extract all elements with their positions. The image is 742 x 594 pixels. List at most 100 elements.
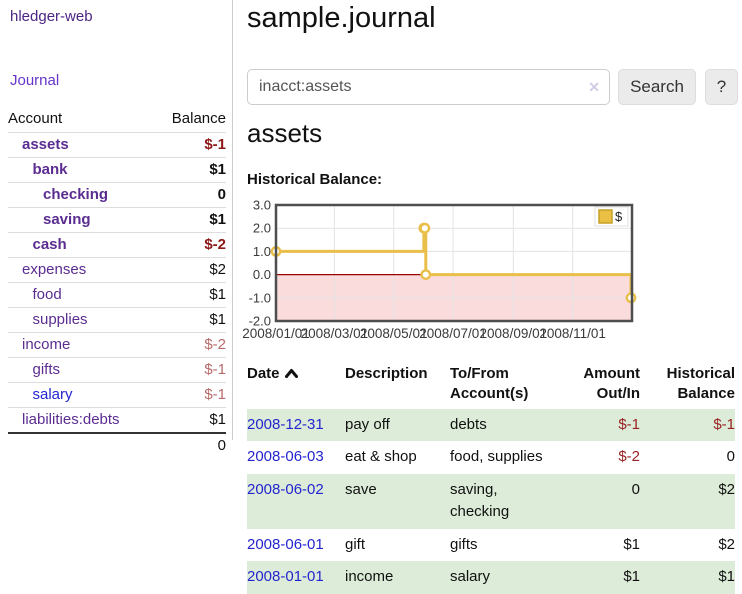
search-button[interactable]: Search: [618, 69, 696, 105]
account-link-bank[interactable]: bank: [32, 161, 68, 178]
account-link-food[interactable]: food: [32, 286, 62, 303]
register-header-label: Date: [247, 365, 280, 382]
account-balance: $1: [209, 286, 226, 303]
register-header-date: Date: [247, 362, 345, 409]
transaction-accounts: salary: [450, 568, 491, 586]
account-row: saving $1: [8, 207, 226, 233]
account-balance: $1: [209, 311, 226, 328]
transaction-date-link[interactable]: 2008-06-02: [247, 481, 324, 498]
account-balance: $-1: [204, 136, 226, 153]
transaction-balance: $1: [718, 568, 735, 586]
account-link-income[interactable]: income: [22, 336, 71, 353]
account-link-assets[interactable]: assets: [22, 136, 69, 153]
clear-search-icon[interactable]: ✕: [588, 79, 600, 95]
svg-text:1.0: 1.0: [253, 244, 271, 259]
accounts-header-account: Account: [8, 110, 63, 127]
account-link-supplies[interactable]: supplies: [32, 311, 88, 328]
register-header-to-from-account-s: To/From Account(s): [450, 362, 560, 409]
transaction-date-link[interactable]: 2008-12-31: [247, 415, 324, 433]
svg-text:2008/03/01: 2008/03/01: [301, 326, 369, 341]
register-row: 2008-12-31 pay off debts $-1 $-1: [247, 408, 735, 442]
account-row: salary $-1: [8, 382, 226, 408]
legend-swatch-icon: [598, 209, 613, 224]
svg-text:2.0: 2.0: [253, 221, 271, 236]
sidebar-item-journal[interactable]: Journal: [10, 72, 60, 89]
svg-text:3.0: 3.0: [253, 200, 271, 213]
sort-ascending-icon: [284, 364, 298, 384]
transaction-accounts: food, supplies: [450, 448, 543, 466]
chart-legend: $: [594, 206, 629, 227]
register-header-historical-balance: Historical Balance: [640, 362, 735, 409]
register-table: Date Description To/From Account(s) Amount …: [247, 362, 735, 594]
account-link-checking[interactable]: checking: [43, 186, 109, 203]
transaction-amount: 0: [631, 481, 640, 498]
account-row: cash $-2: [8, 232, 226, 258]
register-header-label: Historical Balance: [666, 365, 735, 403]
page-title: sample.journal: [247, 2, 436, 34]
svg-text:-1.0: -1.0: [249, 290, 271, 305]
account-balance: $2: [209, 261, 226, 278]
transaction-description: gift: [345, 535, 366, 553]
account-balance: $-2: [204, 236, 226, 253]
transaction-accounts: gifts: [450, 535, 478, 553]
register-row: 2008-06-02 save saving, checking 0 $2: [247, 474, 735, 529]
transaction-description: pay off: [345, 415, 390, 433]
account-balance: 0: [217, 186, 226, 203]
account-row: gifts $-1: [8, 357, 226, 383]
account-row: checking 0: [8, 182, 226, 208]
transaction-description: eat & shop: [345, 448, 417, 466]
app-title-link[interactable]: hledger-web: [10, 8, 93, 25]
svg-text:2008/07/01: 2008/07/01: [419, 326, 487, 341]
transaction-amount: $-2: [618, 448, 640, 466]
transaction-date-link[interactable]: 2008-06-01: [247, 535, 324, 553]
account-row: supplies $1: [8, 307, 226, 333]
register-header-description: Description: [345, 362, 450, 409]
accounts-header-balance: Balance: [171, 110, 226, 127]
transaction-amount: $1: [623, 568, 640, 586]
account-row: bank $1: [8, 157, 226, 183]
account-link-salary[interactable]: salary: [32, 386, 73, 403]
transaction-date-link[interactable]: 2008-01-01: [247, 568, 324, 586]
historical-balance-chart: $3.0 2.0 1.0 0.0 -1.0 -2.0 2008/01/01 2008/03/0…: [240, 198, 650, 345]
transaction-accounts: debts: [450, 415, 487, 433]
account-row: liabilities:debts $1: [8, 407, 226, 434]
account-link-gifts[interactable]: gifts: [32, 361, 61, 378]
account-link-cash[interactable]: cash: [32, 236, 67, 253]
account-link-expenses[interactable]: expenses: [22, 261, 87, 278]
transaction-amount: $1: [623, 535, 640, 553]
chart-title: Historical Balance:: [247, 171, 383, 188]
register-header-row: Date Description To/From Account(s) Amount …: [247, 362, 735, 409]
transaction-date-link[interactable]: 2008-06-03: [247, 448, 324, 466]
register-row: 2008-06-01 gift gifts $1 $2: [247, 529, 735, 562]
search-bar: ✕ Search ?: [247, 69, 739, 105]
search-input-wrap: ✕: [247, 69, 610, 105]
help-button[interactable]: ?: [705, 69, 738, 105]
account-balance: $1: [209, 411, 226, 428]
accounts-header-row: Account Balance: [8, 106, 226, 133]
account-balance: $1: [209, 211, 226, 228]
transaction-description: income: [345, 568, 394, 586]
register-row: 2008-06-03 eat & shop food, supplies $-2 0: [247, 441, 735, 474]
historical-balance-plot: $3.0 2.0 1.0 0.0 -1.0 -2.02008/01/012008/03/0…: [242, 198, 637, 341]
register-header-label: Description: [345, 365, 428, 382]
svg-text:2008/05/01: 2008/05/01: [360, 326, 428, 341]
svg-text:-2.0: -2.0: [249, 314, 271, 329]
transaction-balance: $-1: [713, 415, 735, 433]
transaction-balance: 0: [726, 448, 735, 466]
transaction-balance: $2: [718, 481, 735, 498]
svg-text:0.0: 0.0: [253, 267, 271, 282]
register-header-label: To/From Account(s): [450, 365, 529, 403]
account-link-liabilities-debts[interactable]: liabilities:debts: [22, 411, 120, 428]
account-link-saving[interactable]: saving: [43, 211, 91, 228]
svg-text:2008/11/01: 2008/11/01: [539, 326, 606, 341]
svg-text:$: $: [615, 209, 623, 224]
register-row: 2008-01-01 income salary $1 $1: [247, 561, 735, 594]
search-input[interactable]: [247, 69, 610, 105]
account-row: income $-2: [8, 332, 226, 358]
accounts-total-balance: 0: [217, 437, 226, 454]
svg-text:2008/09/01: 2008/09/01: [480, 326, 548, 341]
account-heading: assets: [247, 118, 323, 148]
transaction-amount: $-1: [618, 415, 640, 433]
account-balance: $-1: [204, 386, 226, 403]
account-balance: $1: [209, 161, 226, 178]
